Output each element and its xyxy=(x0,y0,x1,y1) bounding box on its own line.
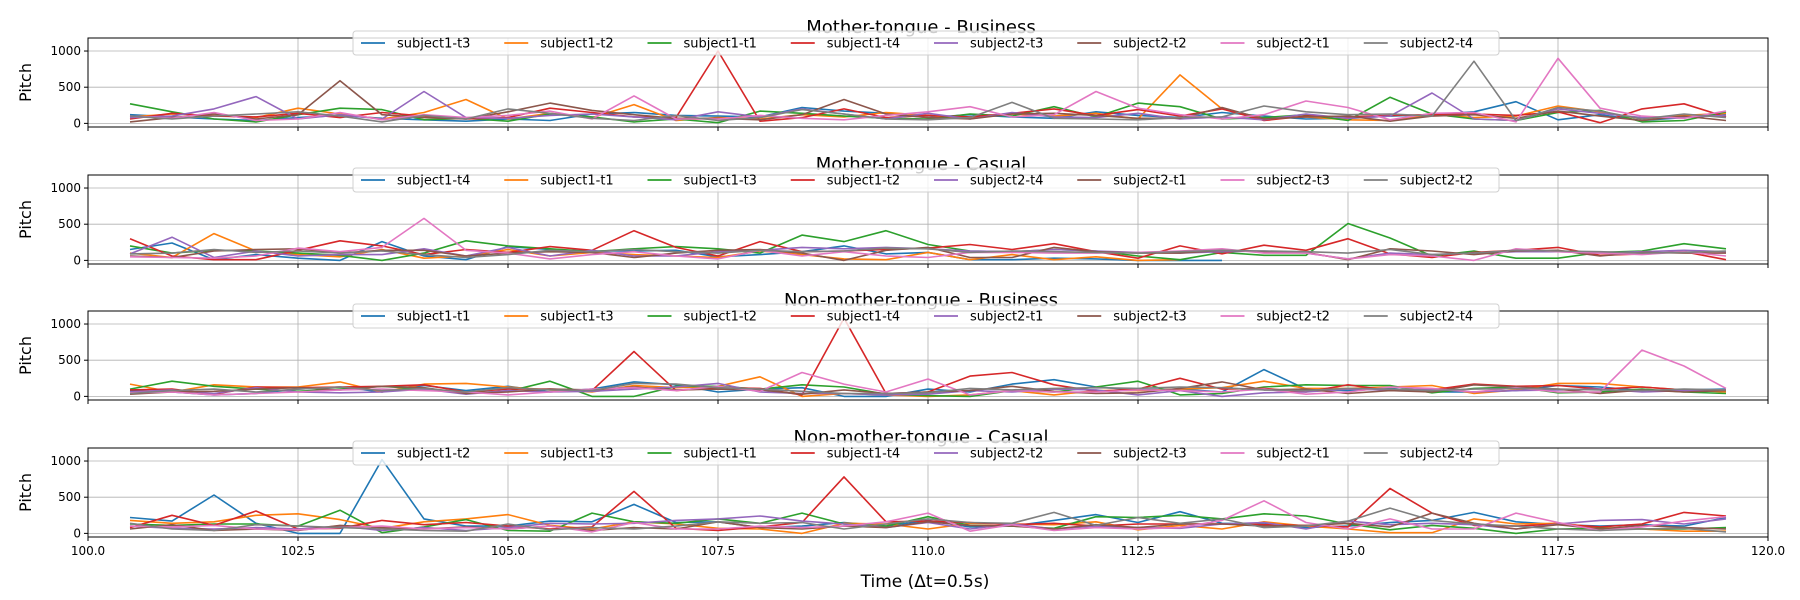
y-axis-label: Pitch xyxy=(16,200,35,239)
y-tick-label: 0 xyxy=(73,389,81,403)
x-tick-label: 107.5 xyxy=(701,544,735,558)
x-tick-label: 110.0 xyxy=(911,544,945,558)
series-line-subject2-t3 xyxy=(129,512,1727,532)
y-axis-label: Pitch xyxy=(16,63,35,102)
legend-label: subject1-t2 xyxy=(540,37,613,52)
legend-label: subject1-t2 xyxy=(397,447,470,462)
legend: subject1-t3 subject1-t2 subject1-t1 subject… xyxy=(352,30,1500,56)
series-line-subject2-t1 xyxy=(129,57,1727,123)
y-tick-label: 0 xyxy=(73,526,81,540)
series-lines xyxy=(129,458,1727,535)
legend-label: subject2-t2 xyxy=(1400,174,1473,189)
legend-label: subject1-t3 xyxy=(684,174,757,189)
x-tick-label: 117.5 xyxy=(1541,544,1575,558)
legend-label: subject1-t1 xyxy=(684,447,757,462)
series-line-subject2-t4 xyxy=(129,60,1727,123)
y-tick-label: 500 xyxy=(58,217,81,231)
y-tick-label: 500 xyxy=(58,80,81,94)
legend-label: subject2-t1 xyxy=(1113,174,1186,189)
y-tick-label: 1000 xyxy=(50,44,81,58)
series-line-subject1-t4 xyxy=(129,50,1727,124)
legend-label: subject1-t4 xyxy=(397,174,470,189)
series-lines xyxy=(129,50,1727,124)
legend-label: subject2-t3 xyxy=(1257,174,1330,189)
x-tick-label: 112.5 xyxy=(1121,544,1155,558)
legend-label: subject1-t1 xyxy=(684,37,757,52)
series-lines xyxy=(129,317,1727,398)
legend-label: subject2-t4 xyxy=(1400,310,1473,325)
y-tick-label: 1000 xyxy=(50,317,81,331)
series-line-subject2-t2 xyxy=(129,247,1727,259)
series-line-subject2-t1 xyxy=(129,500,1727,533)
y-tick-label: 1000 xyxy=(50,454,81,468)
y-tick-label: 500 xyxy=(58,353,81,367)
legend-label: subject1-t3 xyxy=(397,37,470,52)
legend-label: subject2-t3 xyxy=(1113,447,1186,462)
legend-label: subject1-t2 xyxy=(684,310,757,325)
legend-label: subject1-t1 xyxy=(540,174,613,189)
series-line-subject2-t3 xyxy=(129,90,1727,122)
legend-label: subject2-t2 xyxy=(1257,310,1330,325)
y-tick-label: 0 xyxy=(73,116,81,130)
series-line-subject2-t4 xyxy=(129,507,1727,533)
legend-label: subject2-t3 xyxy=(1113,310,1186,325)
series-line-subject2-t2 xyxy=(129,79,1727,123)
x-tick-label: 100.0 xyxy=(71,544,105,558)
x-tick-label: 105.0 xyxy=(491,544,525,558)
legend-label: subject2-t2 xyxy=(1113,37,1186,52)
legend-label: subject1-t2 xyxy=(827,174,900,189)
legend-label: subject1-t3 xyxy=(540,310,613,325)
legend-label: subject1-t1 xyxy=(397,310,470,325)
legend-label: subject2-t4 xyxy=(970,174,1043,189)
series-line-subject2-t4 xyxy=(129,382,1727,395)
series-line-subject1-t1 xyxy=(129,509,1727,535)
legend-label: subject1-t4 xyxy=(827,37,900,52)
legend-label: subject1-t4 xyxy=(827,310,900,325)
legend: subject1-t1 subject1-t3 subject1-t2 subject… xyxy=(352,303,1500,329)
series-line-subject2-t3 xyxy=(129,217,1727,262)
x-axis-label: Time (Δt=0.5s) xyxy=(860,572,990,592)
series-lines xyxy=(129,217,1727,262)
legend-label: subject2-t1 xyxy=(970,310,1043,325)
legend-label: subject2-t3 xyxy=(970,37,1043,52)
y-tick-label: 0 xyxy=(73,253,81,267)
legend-label: subject1-t4 xyxy=(827,447,900,462)
legend: subject1-t4 subject1-t1 subject1-t3 subject… xyxy=(352,167,1500,193)
x-tick-label: 102.5 xyxy=(281,544,315,558)
legend-label: subject1-t3 xyxy=(540,447,613,462)
legend-box xyxy=(352,303,1500,329)
legend-box xyxy=(352,30,1500,56)
x-tick-label: 120.0 xyxy=(1751,544,1785,558)
legend-label: subject2-t2 xyxy=(970,447,1043,462)
legend-box xyxy=(352,167,1500,193)
y-axis-label: Pitch xyxy=(16,473,35,512)
y-axis-label: Pitch xyxy=(16,336,35,375)
x-tick-label: 115.0 xyxy=(1331,544,1365,558)
legend-box xyxy=(352,440,1500,466)
subplot-4: 0 500 1000 100.0 102.5 105.0 107.5 110.0 112.5 11… xyxy=(16,427,1785,558)
legend-label: subject2-t4 xyxy=(1400,447,1473,462)
legend-label: subject2-t1 xyxy=(1257,37,1330,52)
y-tick-label: 500 xyxy=(58,490,81,504)
y-tick-label: 1000 xyxy=(50,181,81,195)
legend: subject1-t2 subject1-t3 subject1-t1 subject… xyxy=(352,440,1500,466)
legend-label: subject2-t4 xyxy=(1400,37,1473,52)
legend-label: subject2-t1 xyxy=(1257,447,1330,462)
